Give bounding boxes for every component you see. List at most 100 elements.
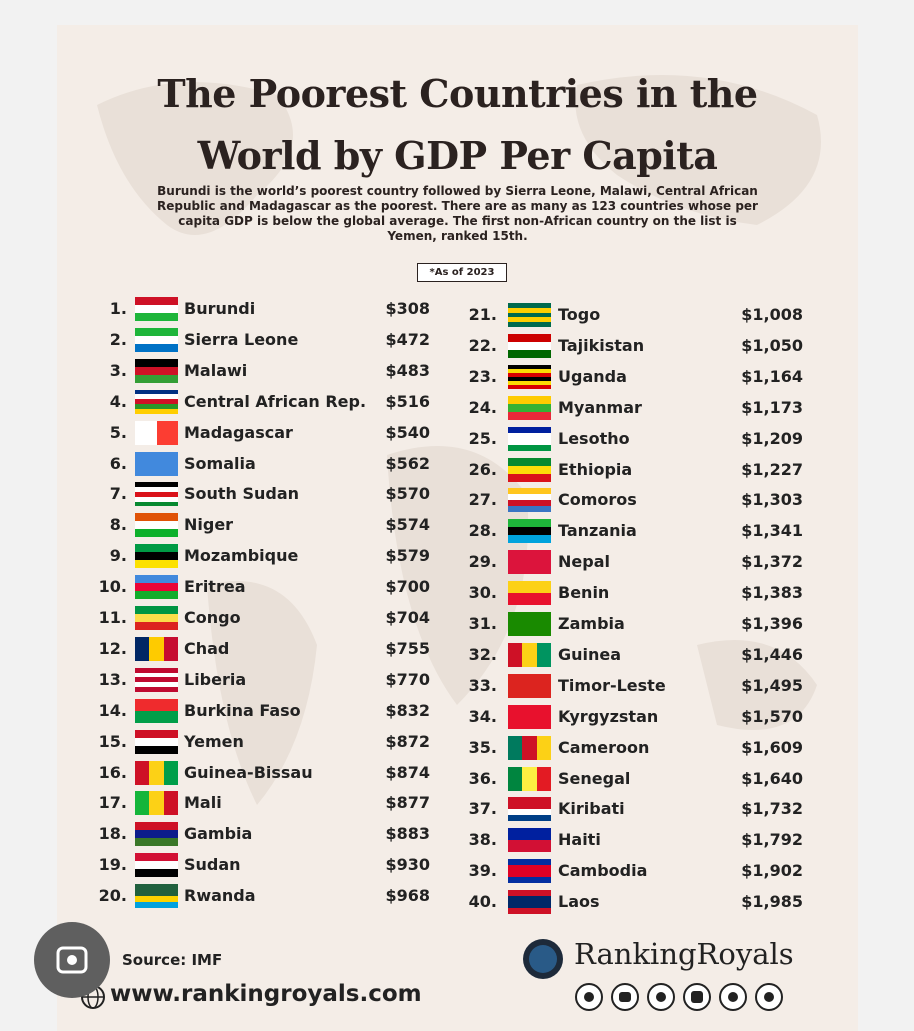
country-name: Chad xyxy=(184,638,230,658)
flag xyxy=(508,303,551,327)
gdp-value: $1,902 xyxy=(741,861,803,881)
country-name: Rwanda xyxy=(184,886,256,906)
subtitle-line: Republic and Madagascar as the poorest. … xyxy=(157,199,758,213)
title-line: The Poorest Countries in the xyxy=(157,71,758,116)
country-name: Cameroon xyxy=(558,737,650,757)
flag xyxy=(135,482,178,507)
flag xyxy=(508,859,551,884)
rank: 26. xyxy=(468,459,497,479)
gdp-value: $483 xyxy=(385,360,430,380)
rank: 20. xyxy=(98,886,127,906)
country-name: Liberia xyxy=(184,669,247,689)
country-name: Yemen xyxy=(184,731,244,751)
country-name: Kyrgyzstan xyxy=(558,706,659,726)
country-name: Myanmar xyxy=(558,397,642,417)
flag xyxy=(135,575,178,600)
country-name: Senegal xyxy=(558,768,631,788)
gdp-value: $472 xyxy=(385,329,430,349)
flag xyxy=(508,766,551,791)
rank: 33. xyxy=(468,675,497,695)
gdp-value: $872 xyxy=(385,731,430,751)
lens-button[interactable] xyxy=(32,920,112,1000)
brand-logo xyxy=(523,939,563,979)
flag xyxy=(508,735,551,760)
country-name: Nepal xyxy=(558,552,610,572)
rank: 31. xyxy=(468,614,497,633)
rank: 35. xyxy=(468,737,497,757)
gdp-value: $1,383 xyxy=(741,583,803,603)
gdp-value: $1,008 xyxy=(741,305,803,324)
social-icons[interactable] xyxy=(572,980,802,1014)
gdp-value: $540 xyxy=(385,422,430,442)
country-name: Laos xyxy=(558,892,600,912)
flag xyxy=(508,673,551,698)
gdp-value: $832 xyxy=(385,700,430,720)
gdp-value: $1,446 xyxy=(741,644,803,664)
rank: 4. xyxy=(109,391,127,411)
gdp-value: $700 xyxy=(385,577,430,597)
country-name: Niger xyxy=(184,515,234,535)
country-name: Uganda xyxy=(558,366,627,386)
country-name: Comoros xyxy=(558,490,637,510)
rank: 1. xyxy=(109,299,127,318)
flag xyxy=(508,333,551,358)
flag xyxy=(508,550,551,575)
rank: 25. xyxy=(468,428,497,448)
gdp-value: $1,164 xyxy=(741,366,803,386)
rank: 39. xyxy=(468,861,497,881)
country-name: Guinea-Bissau xyxy=(184,762,313,782)
flag xyxy=(135,451,178,476)
country-name: Tanzania xyxy=(558,521,637,541)
flag xyxy=(135,327,178,352)
rank: 2. xyxy=(109,329,127,349)
gdp-value: $1,303 xyxy=(741,490,803,510)
flag xyxy=(135,636,178,661)
gdp-value: $1,732 xyxy=(741,799,803,819)
rank: 16. xyxy=(98,762,127,782)
source: Source: IMF xyxy=(122,951,223,969)
website[interactable]: www.rankingroyals.com xyxy=(110,981,422,1007)
flag xyxy=(135,420,178,445)
rank: 15. xyxy=(98,731,127,751)
rank: 36. xyxy=(468,768,497,788)
flag xyxy=(508,642,551,667)
flag xyxy=(135,884,178,909)
flag xyxy=(135,544,178,569)
gdp-value: $1,792 xyxy=(741,830,803,850)
flag xyxy=(135,358,178,383)
gdp-value: $1,609 xyxy=(741,737,803,757)
rank: 24. xyxy=(468,397,497,417)
rank: 23. xyxy=(468,366,497,386)
rank: 9. xyxy=(109,546,127,566)
country-name: Malawi xyxy=(184,360,248,380)
gdp-value: $1,227 xyxy=(741,459,803,479)
gdp-value: $1,396 xyxy=(741,614,803,633)
brand-name: RankingRoyals xyxy=(574,937,794,971)
flag xyxy=(508,395,551,420)
rank: 12. xyxy=(98,638,127,658)
rank: 40. xyxy=(468,892,497,912)
rank: 6. xyxy=(109,453,127,473)
gdp-value: $579 xyxy=(385,546,430,566)
country-name: Madagascar xyxy=(184,422,293,442)
gdp-value: $516 xyxy=(385,391,430,411)
flag xyxy=(508,704,551,729)
gdp-value: $755 xyxy=(385,638,430,658)
flag xyxy=(508,612,551,636)
gdp-value: $1,050 xyxy=(741,335,803,355)
gdp-value: $883 xyxy=(385,824,430,844)
country-name: Burundi xyxy=(184,299,256,318)
gdp-value: $562 xyxy=(385,453,430,473)
rank: 21. xyxy=(468,305,497,324)
gdp-value: $1,341 xyxy=(741,521,803,541)
rank: 17. xyxy=(98,793,127,813)
gdp-value: $308 xyxy=(385,299,430,318)
rank: 18. xyxy=(98,824,127,844)
country-name: Benin xyxy=(558,583,610,603)
gdp-value: $877 xyxy=(385,793,430,813)
country-name: Guinea xyxy=(558,644,622,664)
flag xyxy=(135,667,178,692)
flag xyxy=(135,389,178,414)
flag xyxy=(135,729,178,754)
country-name: Sierra Leone xyxy=(184,329,299,349)
